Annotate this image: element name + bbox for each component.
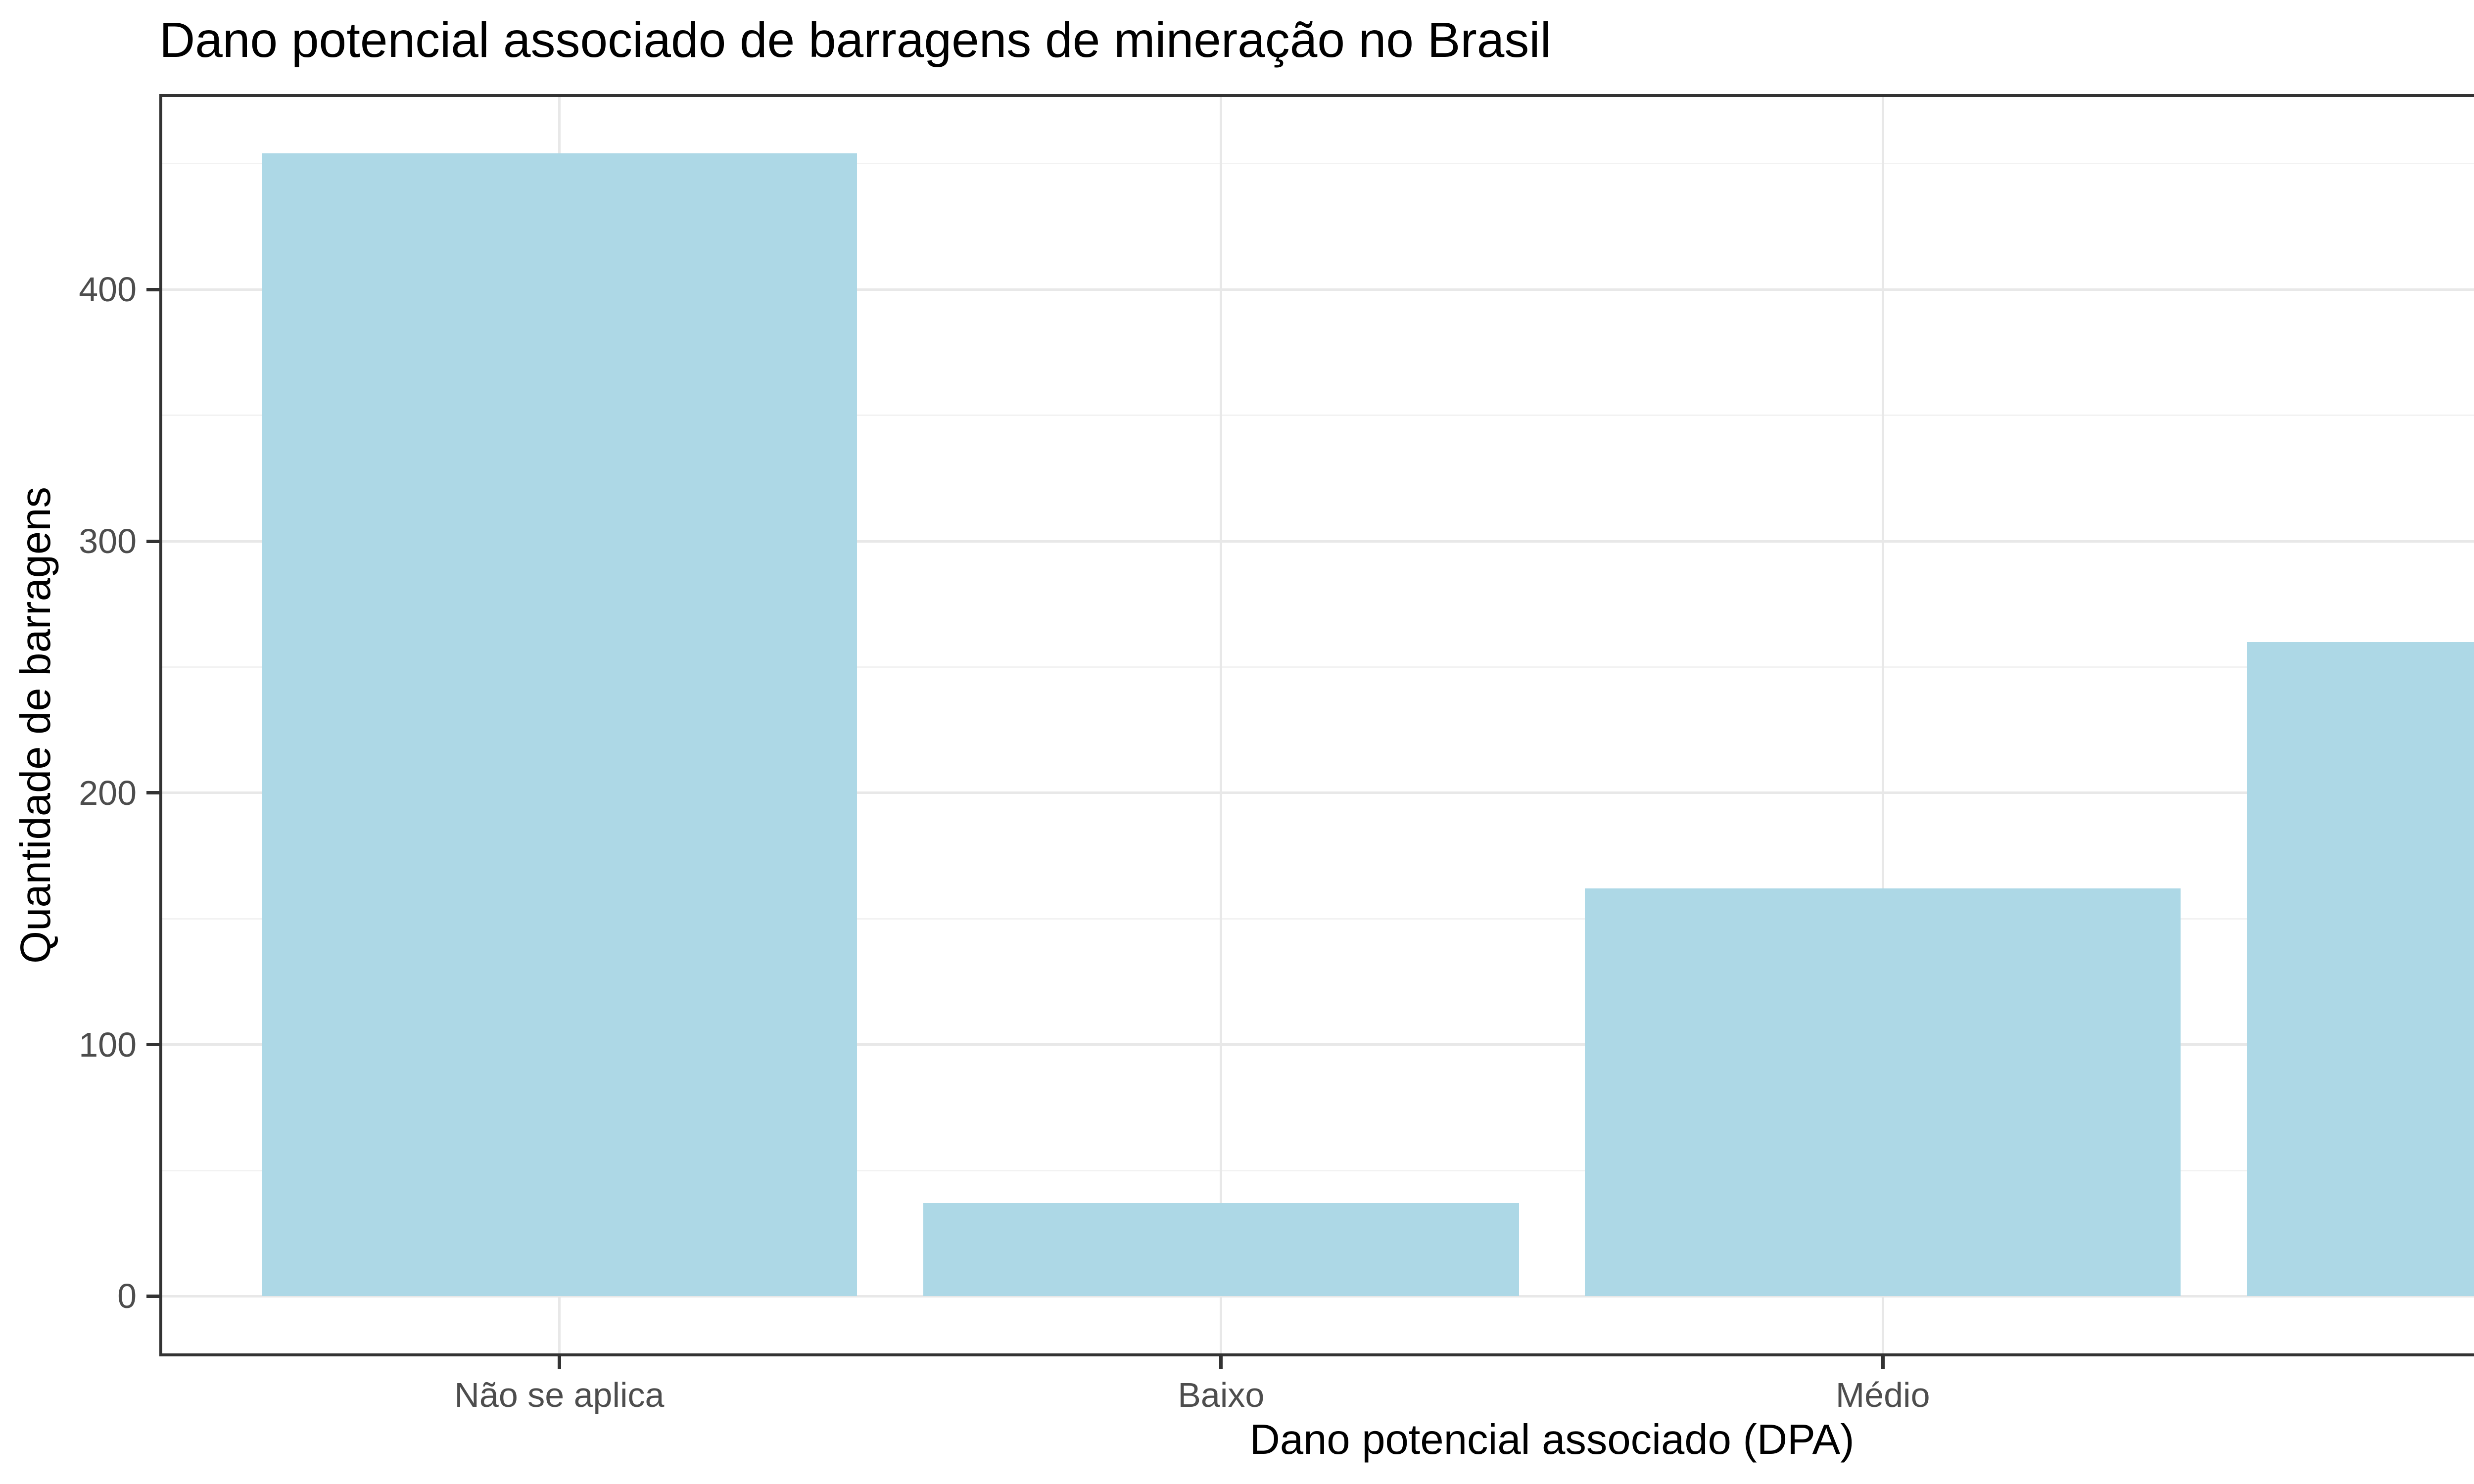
gridline-major-x-3 <box>1881 97 1884 1353</box>
gridline-major-x-2 <box>1220 97 1223 1353</box>
y-tick-label-200: 200 <box>79 773 137 812</box>
gridline-major-y-400 <box>162 288 2474 291</box>
bar-1 <box>261 153 857 1297</box>
x-tick-mark-3 <box>1881 1356 1885 1369</box>
bar-3 <box>1585 888 2181 1297</box>
x-tick-label-2: Baixo <box>1178 1376 1265 1414</box>
x-tick-mark-2 <box>1219 1356 1223 1369</box>
gridline-minor-y-350 <box>162 415 2474 417</box>
gridline-minor-y-450 <box>162 163 2474 165</box>
y-tick-label-400: 400 <box>79 270 137 309</box>
chart-title: Dano potencial associado de barragens de… <box>159 12 1551 68</box>
x-tick-mark-1 <box>557 1356 561 1369</box>
gridline-minor-y-150 <box>162 918 2474 920</box>
gridline-major-y-200 <box>162 791 2474 794</box>
x-axis-title: Dano potencial associado (DPA) <box>1249 1416 1855 1463</box>
y-tick-label-0: 0 <box>117 1277 137 1316</box>
y-tick-mark-0 <box>146 1294 159 1298</box>
gridline-major-y-100 <box>162 1043 2474 1046</box>
gridlines-layer <box>162 97 2474 1353</box>
x-tick-label-1: Não se aplica <box>454 1376 665 1414</box>
y-tick-mark-200 <box>146 791 159 795</box>
bar-4 <box>2246 642 2474 1297</box>
y-tick-mark-400 <box>146 287 159 291</box>
bars-layer <box>162 97 2474 1353</box>
gridline-major-y-300 <box>162 540 2474 543</box>
gridline-minor-y-50 <box>162 1169 2474 1171</box>
plot-panel <box>159 94 2474 1356</box>
x-tick-label-4: Alto <box>2322 1378 2474 1412</box>
gridline-major-y-0 <box>162 1295 2474 1298</box>
y-tick-label-300: 300 <box>79 522 137 561</box>
y-tick-label-100: 100 <box>79 1025 137 1064</box>
y-tick-mark-100 <box>146 1043 159 1047</box>
gridline-minor-y-250 <box>162 666 2474 668</box>
x-tick-label-3: Médio <box>1835 1376 1930 1414</box>
y-tick-mark-300 <box>146 539 159 543</box>
bar-2 <box>923 1203 1519 1297</box>
